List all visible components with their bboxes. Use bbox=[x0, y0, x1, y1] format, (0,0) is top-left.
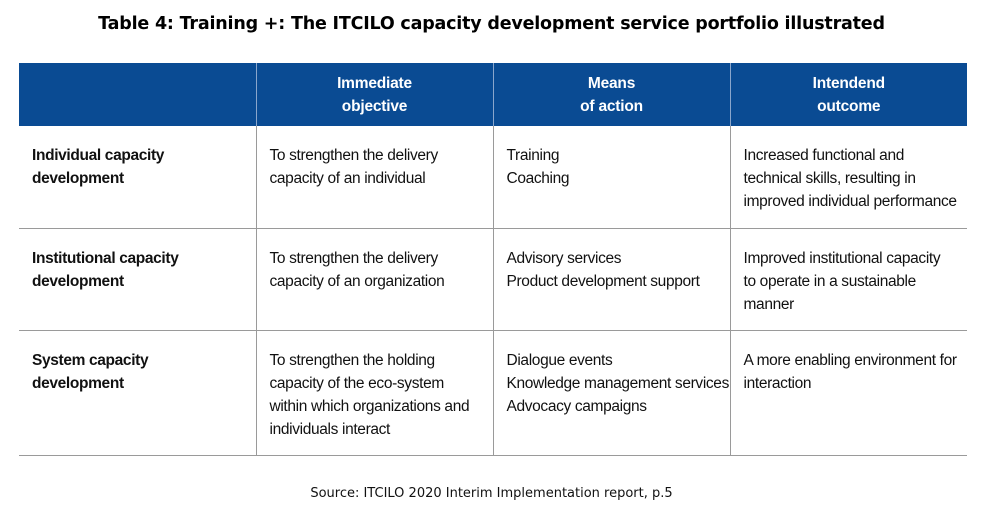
cell-text-line: capacity of an organization bbox=[269, 273, 445, 290]
header-intended-outcome: Intendend outcome bbox=[729, 63, 967, 126]
cell-text-line: To strengthen the holding bbox=[269, 352, 436, 369]
cell-row-label: System capacity development bbox=[19, 330, 256, 456]
cell-text-line: A more enabling environment for bbox=[743, 352, 958, 369]
cell-text-line: Coaching bbox=[506, 170, 570, 187]
table-title: Table 4: Training +: The ITCILO capacity… bbox=[98, 14, 885, 34]
cell-means-of-action: Advisory services Product development sup… bbox=[492, 228, 730, 331]
cell-text-line: To strengthen the delivery bbox=[269, 250, 439, 267]
cell-text-line: individuals interact bbox=[269, 421, 391, 438]
cell-text-line: development bbox=[32, 273, 124, 290]
cell-text-line: Dialogue events bbox=[506, 352, 613, 369]
cell-intended-outcome: Improved institutional capacity to operat… bbox=[729, 228, 967, 331]
header-means-of-action: Means of action bbox=[492, 63, 730, 126]
cell-text-line: To strengthen the delivery bbox=[269, 147, 439, 164]
cell-text-line: within which organizations and bbox=[269, 398, 470, 415]
header-text-line: outcome bbox=[817, 97, 881, 115]
cell-immediate-objective: To strengthen the delivery capacity of an… bbox=[255, 228, 493, 331]
cell-text-line: to operate in a sustainable bbox=[743, 273, 917, 290]
cell-text-line: interaction bbox=[743, 375, 812, 392]
cell-text-line: Training bbox=[506, 147, 560, 164]
cell-means-of-action: Training Coaching bbox=[492, 126, 730, 229]
cell-text-line: manner bbox=[743, 296, 795, 313]
cell-text-line: Increased functional and bbox=[743, 147, 905, 164]
cell-intended-outcome: Increased functional and technical skills… bbox=[729, 126, 967, 229]
cell-text-line: capacity of the eco-system bbox=[269, 375, 445, 392]
cell-intended-outcome: A more enabling environment for interacti… bbox=[729, 330, 967, 456]
header-immediate-objective: Immediate objective bbox=[255, 63, 493, 126]
cell-row-label: Individual capacity development bbox=[19, 126, 256, 229]
cell-text-line: improved individual performance bbox=[743, 193, 958, 210]
cell-text-line: capacity of an individual bbox=[269, 170, 426, 187]
cell-text-line: Advocacy campaigns bbox=[506, 398, 648, 415]
cell-text-line: Improved institutional capacity bbox=[743, 250, 941, 267]
table-row: Individual capacity development To strengt… bbox=[19, 126, 967, 229]
cell-immediate-objective: To strengthen the delivery capacity of an… bbox=[255, 126, 493, 229]
portfolio-table: Immediate objective Means of action Intenden… bbox=[19, 63, 967, 456]
header-text-line: Immediate bbox=[337, 74, 412, 92]
table-row: Institutional capacity development To stre… bbox=[19, 228, 967, 331]
cell-text-line: technical skills, resulting in bbox=[743, 170, 916, 187]
cell-text-line: Individual capacity bbox=[32, 147, 165, 164]
cell-means-of-action: Dialogue events Knowledge management serv… bbox=[492, 330, 730, 456]
cell-text-line: Institutional capacity bbox=[32, 250, 179, 267]
cell-text-line: development bbox=[32, 375, 124, 392]
header-text-line: of action bbox=[580, 97, 643, 115]
table-row: System capacity development To strengthen … bbox=[19, 330, 967, 456]
cell-text-line: development bbox=[32, 170, 124, 187]
cell-text-line: System capacity bbox=[32, 352, 149, 369]
cell-immediate-objective: To strengthen the holding capacity of the… bbox=[255, 330, 493, 456]
header-row: Immediate objective Means of action Intenden… bbox=[19, 63, 967, 126]
cell-text-line: Knowledge management services bbox=[506, 375, 730, 392]
header-text-line: objective bbox=[341, 97, 408, 115]
header-text-line: Means bbox=[587, 74, 636, 92]
cell-row-label: Institutional capacity development bbox=[19, 228, 256, 331]
cell-text-line: Advisory services bbox=[506, 250, 622, 267]
header-text-line: Intendend bbox=[812, 74, 885, 92]
source-note: Source: ITCILO 2020 Interim Implementati… bbox=[310, 486, 673, 501]
header-row-label bbox=[19, 63, 256, 126]
cell-text-line: Product development support bbox=[506, 273, 700, 290]
